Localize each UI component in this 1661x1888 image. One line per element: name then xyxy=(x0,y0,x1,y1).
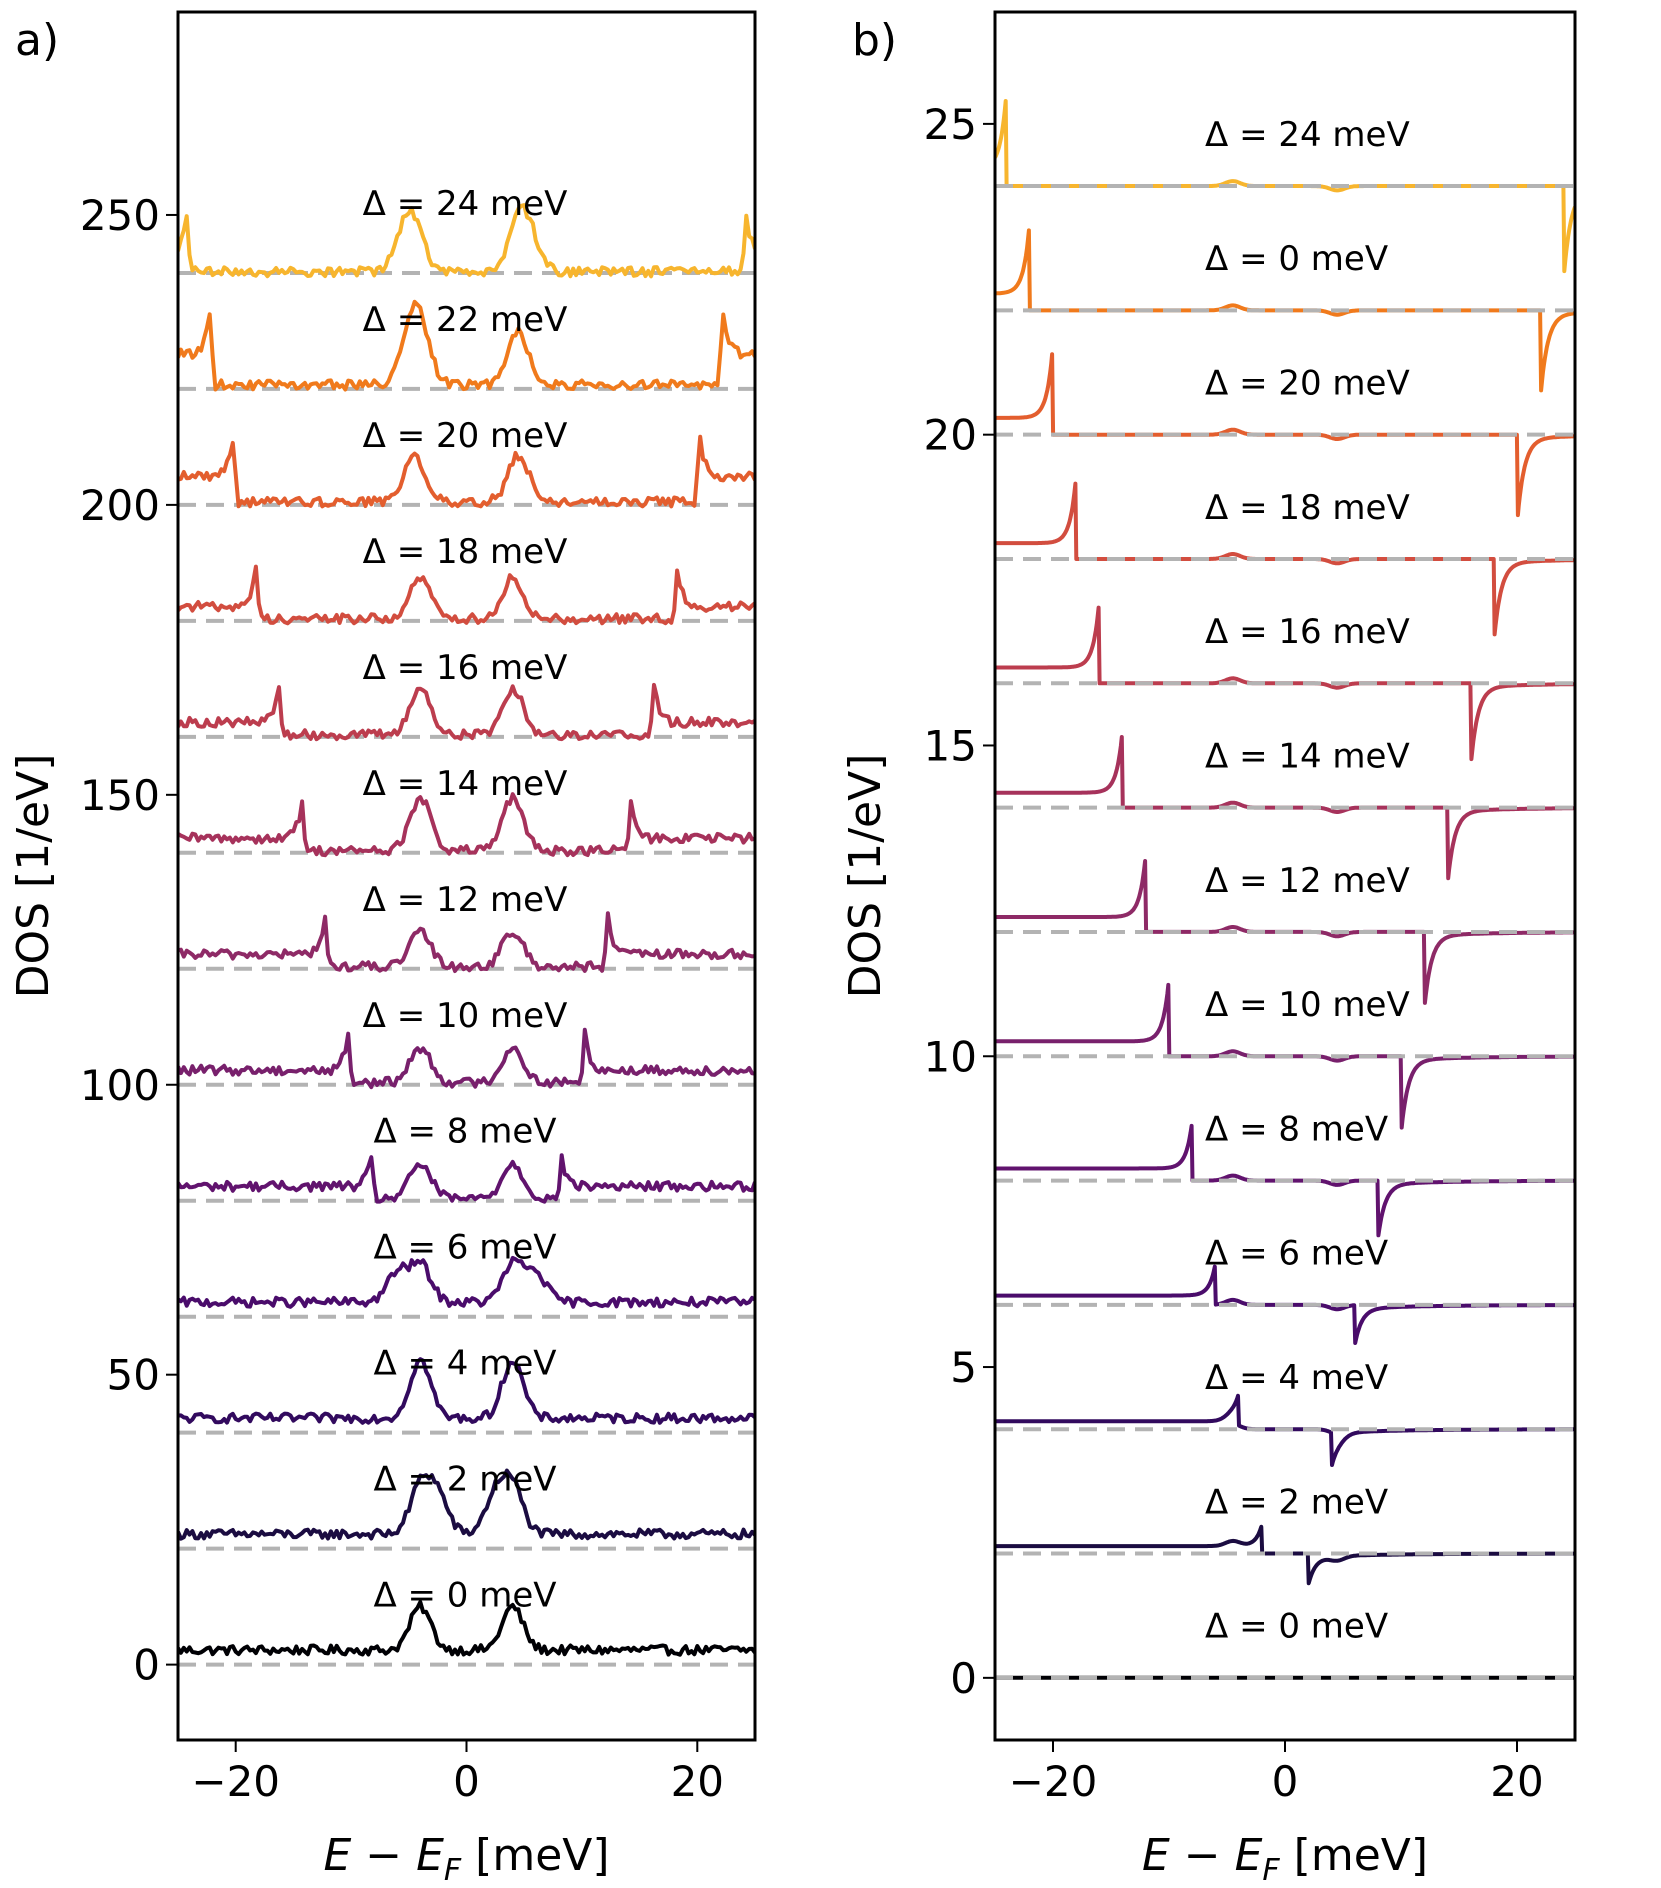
series-line xyxy=(178,1357,755,1425)
series-line xyxy=(178,682,755,742)
series-line xyxy=(178,911,755,973)
series-label: Δ = 0 meV xyxy=(1205,239,1388,279)
panel-b-ytick-label: 20 xyxy=(924,411,977,460)
series-line xyxy=(178,203,755,279)
panel-b-ytick-label: 5 xyxy=(950,1343,977,1392)
series-line xyxy=(178,1255,755,1309)
panel-a-ytick-label: 200 xyxy=(80,481,160,530)
series-label: Δ = 10 meV xyxy=(363,996,568,1036)
panel-b-ytick-label: 25 xyxy=(924,100,977,149)
panel-a-ytick-label: 50 xyxy=(107,1351,160,1400)
series-label: Δ = 14 meV xyxy=(363,764,568,804)
series-label: Δ = 12 meV xyxy=(363,880,568,920)
panel-a-frame xyxy=(176,10,757,1742)
series-line xyxy=(178,1027,755,1090)
panel-a-ytick-label: 0 xyxy=(133,1641,160,1690)
series-line xyxy=(178,1153,755,1204)
panel-b-chart: −20 0 20 0 5 10 15 20 25 E − EF [meV] DOS [1/eV] Δ … xyxy=(840,10,1577,1888)
series-line xyxy=(178,434,755,509)
series-label: Δ = 14 meV xyxy=(1205,736,1410,776)
panel-b-xtick-label: −20 xyxy=(1009,1757,1098,1806)
series-label: Δ = 0 meV xyxy=(373,1576,556,1616)
series-label: Δ = 0 meV xyxy=(1205,1607,1388,1647)
series-label: Δ = 24 meV xyxy=(1205,115,1410,155)
panel-a-xtick-label: −20 xyxy=(191,1757,280,1806)
series-line xyxy=(178,792,755,858)
series-label: Δ = 4 meV xyxy=(373,1344,556,1384)
series-line xyxy=(178,1600,755,1657)
series-label: Δ = 20 meV xyxy=(363,416,568,456)
series-label: Δ = 22 meV xyxy=(363,300,568,340)
series-label: Δ = 2 meV xyxy=(373,1460,556,1500)
panel-b-xtick-label: 0 xyxy=(1272,1757,1299,1806)
series-label: Δ = 18 meV xyxy=(1205,488,1410,528)
series-label: Δ = 16 meV xyxy=(363,648,568,688)
panel-b-xtick-label: 20 xyxy=(1490,1757,1543,1806)
series-line xyxy=(178,564,755,626)
panel-b-ytick-label: 0 xyxy=(950,1654,977,1703)
series-label: Δ = 20 meV xyxy=(1205,364,1410,404)
panel-b-ytick-label: 10 xyxy=(924,1032,977,1081)
series-label: Δ = 6 meV xyxy=(1205,1234,1388,1274)
panel-a-yaxis-label: DOS [1/eV] xyxy=(8,754,59,999)
series-line xyxy=(178,299,755,392)
panel-a-xtick-label: 20 xyxy=(671,1757,724,1806)
series-label: Δ = 24 meV xyxy=(363,184,568,224)
series-label: Δ = 10 meV xyxy=(1205,985,1410,1025)
panel-a-ytick-label: 100 xyxy=(80,1061,160,1110)
panel-a-xtick-label: 0 xyxy=(453,1757,480,1806)
series-label: Δ = 2 meV xyxy=(1205,1482,1388,1522)
series-label: Δ = 18 meV xyxy=(363,532,568,572)
panel-b-frame xyxy=(993,10,1577,1742)
series-label: Δ = 8 meV xyxy=(1205,1109,1388,1149)
panel-b-xaxis-label: E − EF [meV] xyxy=(1142,1830,1428,1888)
series-label: Δ = 8 meV xyxy=(373,1112,556,1152)
panel-a-xaxis-label: E − EF [meV] xyxy=(323,1830,609,1888)
series-line xyxy=(178,1468,755,1541)
panel-b-ytick-label: 15 xyxy=(924,721,977,770)
panel-a-ytick-label: 250 xyxy=(80,191,160,240)
panel-a-ytick-label: 150 xyxy=(80,771,160,820)
panel-b-yaxis-label: DOS [1/eV] xyxy=(840,754,891,999)
series-label: Δ = 4 meV xyxy=(1205,1358,1388,1398)
panel-b-label: b) xyxy=(852,15,897,66)
series-label: Δ = 16 meV xyxy=(1205,612,1410,652)
panel-a-label: a) xyxy=(15,15,59,66)
series-label: Δ = 12 meV xyxy=(1205,861,1410,901)
series-label: Δ = 6 meV xyxy=(373,1228,556,1268)
